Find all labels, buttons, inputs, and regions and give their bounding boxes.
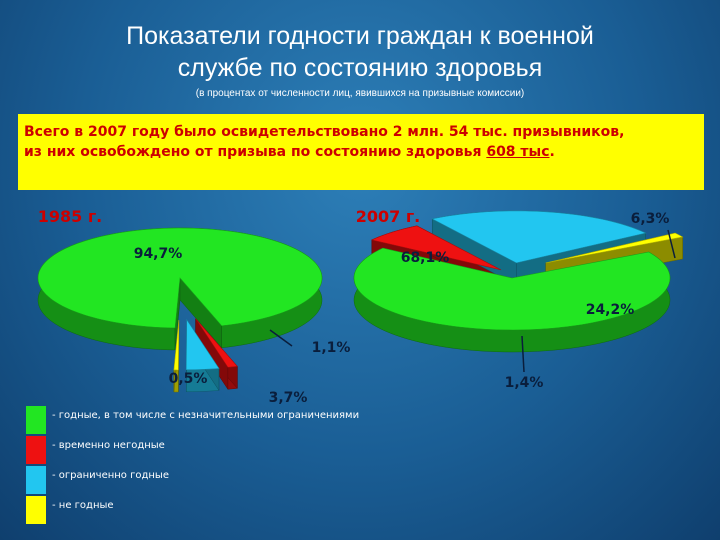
legend-swatch-limited-fit: [26, 466, 46, 494]
slide-title-line2: службе по состоянию здоровья: [177, 54, 543, 82]
data-label-2-1: 68,1%: [401, 250, 450, 266]
slice-2-4: [545, 232, 684, 264]
slice-1-4: [173, 319, 180, 371]
slice-1-1: [37, 227, 323, 329]
slice-2-3: [431, 210, 647, 264]
summary-line2-text: из них освобождено от призыва по состоян…: [24, 144, 487, 160]
legend-label-temp-unfit: - временно негодные: [52, 440, 165, 451]
summary-box: Всего в 2007 году было освидетельствован…: [18, 114, 704, 190]
pie-chart-2: 2007 г. 68,1% 6,3% 24,2% 1,4%: [353, 207, 684, 391]
legend-label-unfit: - не годные: [52, 500, 114, 511]
slice-1-2: [195, 318, 238, 368]
summary-end: .: [549, 144, 555, 160]
leader-line-1: [269, 329, 293, 347]
summary-line1: Всего в 2007 году было освидетельствован…: [24, 124, 625, 140]
legend-swatch-unfit: [26, 496, 46, 524]
summary-highlight: 608 тыс: [486, 144, 550, 160]
slice-2-1: [353, 247, 671, 331]
data-label-1-3: 3,7%: [269, 390, 308, 406]
pie-chart-1: 1985 г. 94,7% 1,1% 3,7% 0,5%: [37, 207, 351, 406]
slide-subtitle: (в процентах от численности лиц, явивших…: [195, 88, 525, 99]
slide-title: Показатели годности граждан к военной сл…: [0, 20, 720, 84]
legend-swatch-temp-unfit: [26, 436, 46, 464]
leader-line-2: [667, 229, 676, 259]
data-label-2-4: 1,4%: [505, 375, 544, 391]
data-label-2-2: 6,3%: [631, 211, 670, 227]
data-label-1-2: 1,1%: [312, 340, 351, 356]
leader-line-3: [521, 335, 525, 373]
slide-title-line1: Показатели годности граждан к военной: [126, 22, 594, 50]
summary-line2: из них освобождено от призыва по состоян…: [24, 142, 698, 162]
slice-2-2: [370, 225, 502, 271]
pie-title-1: 1985 г.: [38, 207, 103, 226]
pie-title-2: 2007 г.: [356, 207, 421, 226]
data-label-1-4: 0,5%: [169, 371, 208, 387]
legend-label-fit: - годные, в том числе с незначительными …: [52, 410, 360, 421]
legend-swatch-fit: [26, 406, 46, 434]
data-label-1-1: 94,7%: [134, 246, 183, 262]
slice-1-3: [185, 318, 220, 371]
data-label-2-3: 24,2%: [586, 302, 635, 318]
legend-label-limited-fit: - ограниченно годные: [52, 470, 169, 481]
